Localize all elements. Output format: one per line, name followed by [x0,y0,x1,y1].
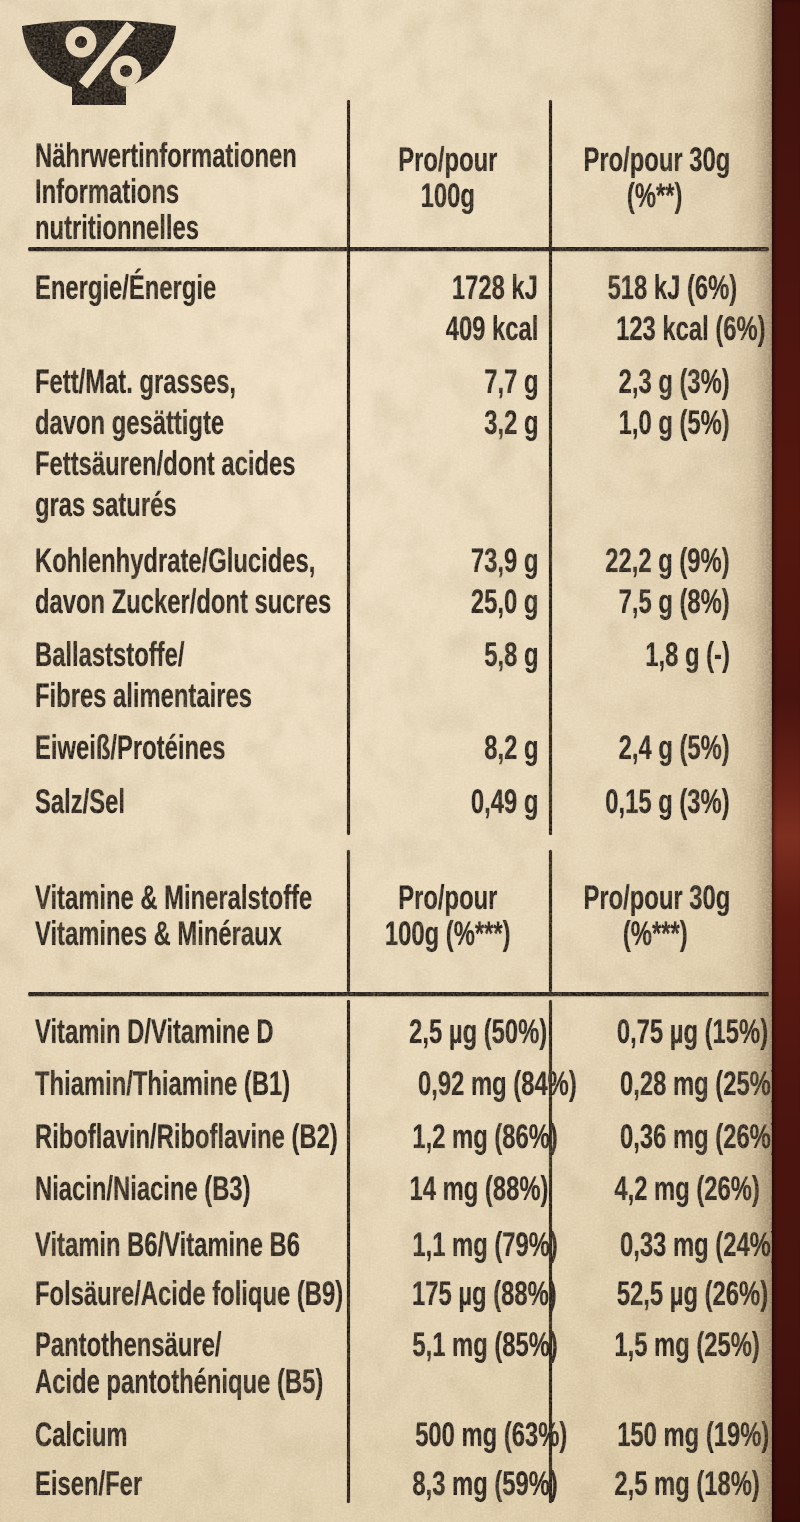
header-rule [28,247,769,251]
value-per-30g: 2,5 mg (18%) [614,1465,760,1503]
row-label: Fett/Mat. grasses, davon gesättigte Fettsä… [35,363,296,524]
value-per-30g: 1,8 g (-) [645,636,730,674]
paper-edge-shadow [726,0,772,1522]
row-label: Ballaststoffe/Fibres alimentaires [35,636,252,715]
value-per-100g: 0,49 g [470,783,538,821]
row-label: Salz/Sel [35,783,125,821]
value-per-100g: 1728 kJ 409 kcal [445,269,538,348]
value-per-100g: 1,1 mg (79%) [412,1226,558,1264]
row-label: Eiweiß/Protéines [35,729,226,767]
value-per-100g: 500 mg (63%) [415,1416,568,1454]
vitamins-column-header-per-100g: Pro/pour 100g (%***) [385,879,511,953]
box-side-panel [772,0,800,1522]
value-per-30g: 0,33 mg (24%) [620,1226,779,1264]
row-label: Vitamin B6/Vitamine B6 [35,1226,300,1264]
value-per-30g: 52,5 µg (26%) [616,1275,769,1313]
value-per-30g: 1,5 mg (25%) [614,1326,760,1364]
value-per-30g: 150 mg (19%) [617,1416,770,1454]
row-label: Vitamin D/Vitamine D [35,1013,274,1051]
column-divider [347,100,350,835]
nutrition-header-title: Nährwertinformationen Informations nutriti… [35,137,297,247]
value-per-100g: 0,92 mg (84%) [418,1065,577,1103]
value-per-100g: 8,2 g [483,729,538,767]
value-per-30g: 0,28 mg (25%) [620,1065,779,1103]
value-per-100g: 175 µg (88%) [412,1275,557,1313]
row-label: Eisen/Fer [35,1465,143,1503]
row-label: Niacin/Niacine (B3) [35,1170,251,1208]
row-label: Thiamin/Thiamine (B1) [35,1065,291,1103]
value-per-100g: 14 mg (88%) [409,1170,549,1208]
value-per-30g: 2,3 g (3%) 1,0 g (5%) [618,363,730,442]
value-per-30g: 0,75 µg (15%) [616,1013,769,1051]
percent-bowl-icon [22,20,176,105]
value-per-30g: 518 kJ (6%) 123 kcal (6%) [607,269,766,348]
value-per-100g: 5,1 mg (85%) [412,1326,558,1364]
value-per-100g: 5,8 g [483,636,538,674]
row-label: Kohlenhydrate/Glucides, davon Zucker/dont… [35,542,332,621]
value-per-30g: 0,36 mg (26%) [620,1118,779,1156]
vitamins-header-title: Vitamine & Mineralstoffe Vitamines & Miné… [35,879,313,953]
value-per-100g: 8,3 mg (59%) [412,1465,558,1503]
value-per-30g: 4,2 mg (26%) [614,1170,760,1208]
row-label: Energie/Énergie [35,269,217,307]
value-per-100g: 1,2 mg (86%) [412,1118,558,1156]
value-per-30g: 2,4 g (5%) [618,729,730,767]
value-per-100g: 2,5 µg (50%) [409,1013,548,1051]
column-header-per-100g: Pro/pour 100g [398,141,498,215]
header-rule [28,992,769,996]
row-label: Folsäure/Acide folique (B9) [35,1275,344,1313]
value-per-100g: 73,9 g 25,0 g [470,542,538,621]
row-label: Calcium [35,1416,128,1454]
value-per-30g: 22,2 g (9%) 7,5 g (8%) [605,542,730,621]
row-label: Riboflavin/Riboflavine (B2) [35,1118,338,1156]
value-per-30g: 0,15 g (3%) [605,783,730,821]
row-label: Pantothensäure/Acide pantothénique (B5) [35,1326,324,1401]
value-per-100g: 7,7 g 3,2 g [483,363,538,442]
